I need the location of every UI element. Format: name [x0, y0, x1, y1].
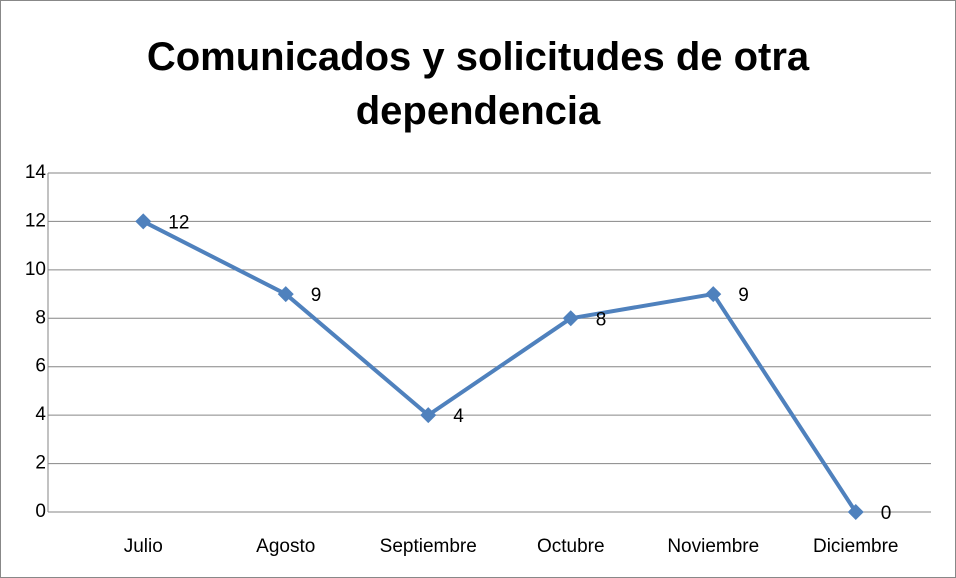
data-label: 4	[453, 406, 464, 427]
data-label: 12	[168, 212, 189, 233]
marker	[420, 407, 437, 424]
line	[142, 219, 858, 514]
x-tick-label: Agosto	[256, 536, 315, 557]
x-tick-label: Septiembre	[380, 536, 477, 557]
chart-title: Comunicados y solicitudes de otra depend…	[146, 35, 810, 133]
data-label: 9	[738, 285, 749, 306]
data-label: 9	[311, 285, 322, 306]
y-tick-label: 10	[25, 259, 46, 280]
x-tick-label: Diciembre	[813, 536, 899, 557]
y-tick-label: 12	[25, 210, 46, 231]
x-tick-label: Octubre	[537, 536, 605, 557]
y-tick-label: 0	[35, 501, 46, 522]
y-tick-label: 2	[35, 453, 46, 474]
x-tick-label: Julio	[124, 536, 163, 557]
marker	[705, 286, 722, 303]
marker	[562, 310, 579, 327]
marker	[277, 286, 294, 303]
data-label: 0	[881, 503, 892, 524]
y-tick-label: 14	[25, 162, 47, 183]
marker	[135, 213, 152, 230]
marker	[847, 504, 864, 520]
y-tick-label: 4	[35, 404, 46, 425]
data-label: 8	[596, 309, 607, 330]
y-tick-label: 6	[35, 356, 46, 377]
x-tick-label: Noviembre	[667, 536, 759, 557]
y-tick-label: 8	[35, 307, 46, 328]
